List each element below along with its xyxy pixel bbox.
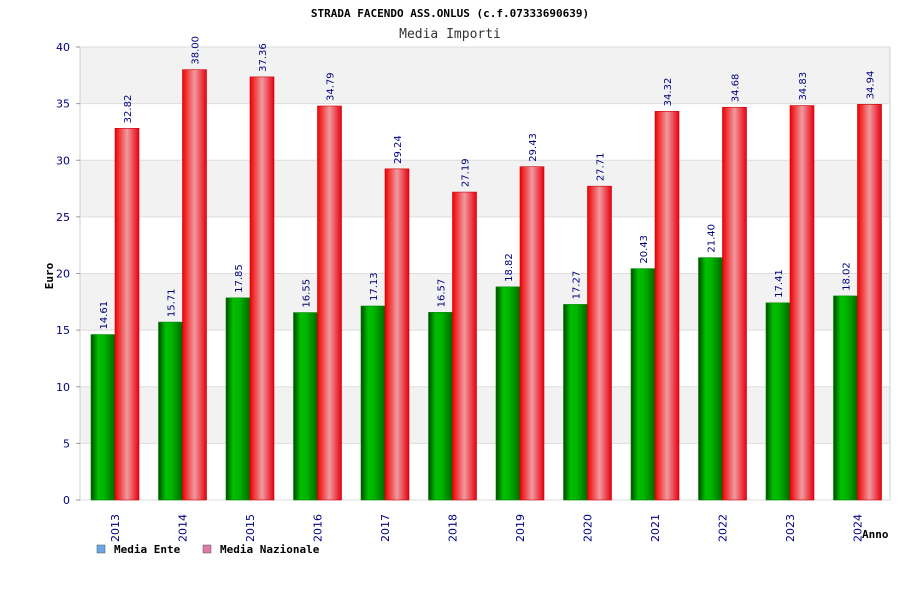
legend: Media Ente Media Nazionale: [96, 543, 320, 556]
plot-band: [80, 47, 890, 104]
data-label: 15.71: [167, 288, 178, 317]
data-label: 29.43: [528, 133, 539, 162]
data-label: 34.68: [731, 74, 742, 103]
data-label: 20.43: [639, 235, 650, 264]
bar-media-nazionale-2018: [452, 191, 477, 501]
gridlines: [80, 46, 890, 501]
x-tick-label: 2018: [447, 514, 460, 542]
bar-media-ente-2014: [158, 321, 183, 501]
bar-media-nazionale-2022: [722, 106, 747, 501]
x-tick-label: 2014: [177, 514, 190, 542]
bars: [90, 69, 882, 501]
chart-title: STRADA FACENDO ASS.ONLUS (c.f.0733369063…: [311, 7, 589, 20]
value-labels: 14.61 32.82 15.71 38.00 17.85 37.36 16.55 34.79…: [99, 36, 877, 330]
data-label: 34.94: [866, 71, 877, 100]
y-axis-label: Euro: [43, 262, 56, 289]
y-axis-ticks: 0 5 10 15 20 25 30 35 40: [56, 41, 80, 507]
y-tick-label: 25: [56, 211, 70, 224]
x-tick-label: 2023: [784, 514, 797, 542]
x-tick-label: 2024: [852, 514, 865, 542]
x-tick-label: 2017: [379, 514, 392, 542]
data-label: 37.36: [258, 43, 269, 72]
bar-media-ente-2016: [293, 312, 318, 501]
chart-subtitle: Media Importi: [399, 27, 501, 42]
bar-media-nazionale-2015: [249, 76, 275, 501]
bar-media-ente-2024: [833, 295, 858, 501]
bar-media-ente-2019: [495, 286, 521, 501]
plot-band: [80, 103, 890, 161]
legend-swatch: [96, 544, 106, 554]
x-tick-label: 2013: [109, 514, 122, 542]
plot-background: [79, 46, 891, 501]
plot-band: [80, 273, 890, 331]
y-tick-label: 5: [63, 437, 70, 450]
plot-band: [80, 330, 890, 387]
legend-swatch: [202, 544, 212, 554]
x-axis-label: Anno: [862, 528, 889, 541]
bar-media-ente-2013: [90, 334, 116, 501]
x-axis-ticks: 2013 2014 2015 2016 2017 2018 2019 2020 2021 2022…: [109, 514, 865, 542]
x-tick-label: 2021: [649, 514, 662, 542]
y-tick-label: 15: [56, 324, 70, 337]
data-label: 17.41: [774, 269, 785, 298]
data-label: 18.82: [504, 253, 515, 282]
bar-media-nazionale-2016: [317, 105, 342, 501]
legend-label: Media Nazionale: [220, 543, 320, 556]
y-tick-label: 40: [56, 41, 70, 54]
y-tick-label: 35: [56, 98, 70, 111]
data-label: 29.24: [393, 135, 404, 164]
data-label: 27.71: [596, 153, 607, 182]
y-tick-label: 10: [56, 381, 70, 394]
bar-media-ente-2023: [765, 302, 791, 501]
data-label: 17.27: [572, 271, 583, 300]
bar-media-nazionale-2021: [654, 111, 680, 501]
bar-media-nazionale-2020: [587, 185, 612, 501]
data-label: 34.83: [798, 72, 809, 101]
plot-band: [80, 386, 890, 444]
y-tick-label: 0: [63, 494, 70, 507]
x-tick-label: 2022: [717, 514, 730, 542]
bar-media-nazionale-2013: [114, 128, 140, 501]
data-label: 16.55: [302, 279, 313, 308]
bar-media-ente-2022: [698, 257, 723, 501]
x-tick-label: 2019: [514, 514, 527, 542]
bar-media-ente-2017: [360, 305, 386, 501]
data-label: 27.19: [461, 158, 472, 187]
plot-band: [80, 216, 890, 274]
data-label: 32.82: [123, 95, 134, 124]
plot-band: [80, 443, 890, 500]
bar-media-nazionale-2014: [182, 69, 207, 501]
bar-media-nazionale-2023: [789, 105, 815, 501]
bar-media-ente-2020: [563, 304, 588, 501]
bar-media-ente-2021: [630, 268, 656, 501]
data-label: 17.13: [369, 272, 380, 301]
data-label: 34.32: [663, 78, 674, 107]
data-label: 18.02: [842, 262, 853, 291]
bar-media-nazionale-2019: [519, 166, 545, 501]
data-label: 14.61: [99, 301, 110, 330]
data-label: 21.40: [707, 224, 718, 253]
plot-band: [80, 160, 890, 217]
legend-label: Media Ente: [114, 543, 181, 556]
data-label: 16.57: [437, 279, 448, 308]
y-tick-label: 20: [56, 268, 70, 281]
x-tick-label: 2020: [582, 514, 595, 542]
data-label: 17.85: [234, 264, 245, 293]
y-tick-label: 30: [56, 154, 70, 167]
bar-media-ente-2015: [225, 297, 251, 501]
bar-media-nazionale-2024: [857, 104, 882, 501]
bar-media-nazionale-2017: [384, 168, 410, 501]
data-label: 38.00: [191, 36, 202, 65]
x-tick-label: 2016: [312, 514, 325, 542]
bar-media-ente-2018: [428, 312, 453, 501]
data-label: 34.79: [326, 72, 337, 101]
x-tick-label: 2015: [244, 514, 257, 542]
